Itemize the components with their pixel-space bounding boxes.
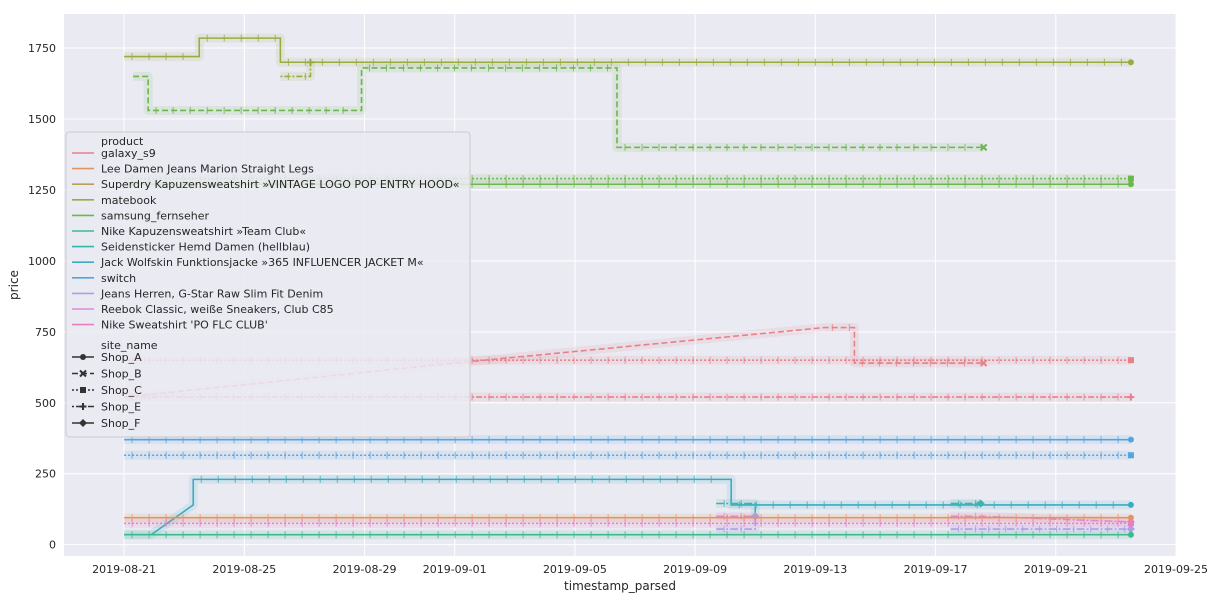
- series-line: [133, 67, 984, 149]
- legend-product-label: Seidensticker Hemd Damen (hellblau): [101, 241, 310, 254]
- series-line: [716, 502, 757, 517]
- legend-site-label: Shop_F: [101, 417, 141, 430]
- x-tick-label: 2019-09-21: [1024, 563, 1088, 576]
- series-nike-sweatshirt-po-flc-club--shop_c: [124, 518, 1134, 528]
- y-tick-label: 500: [35, 397, 56, 410]
- series-switch-shop_a: [124, 435, 1134, 445]
- series-matebook-shop_a: [124, 33, 1134, 67]
- legend-site-label: Shop_B: [101, 368, 142, 381]
- series-marker: [79, 369, 87, 378]
- legend-product-label: Nike Sweatshirt 'PO FLC CLUB': [101, 319, 268, 332]
- series-marker: [1127, 175, 1134, 182]
- y-tick-label: 750: [35, 326, 56, 339]
- series-marker: [79, 403, 87, 410]
- legend-sites: Shop_A Shop_B Shop_C Shop_E Shop_F: [72, 351, 142, 430]
- series-nike-kapuzensweatshirt-team-club--shop_a: [124, 530, 1134, 540]
- legend: product galaxy_s9 Lee Damen Jeans Marion …: [65, 131, 471, 438]
- series-marker: [1127, 452, 1134, 459]
- y-axis-label: price: [7, 270, 21, 300]
- x-tick-labels: 2019-08-21 2019-08-25 2019-08-29 2019-09-01…: [92, 563, 1208, 576]
- x-tick-label: 2019-09-17: [904, 563, 968, 576]
- series-samsung-fernseher-shop_b: [133, 63, 988, 152]
- legend-title-site: site_name: [101, 339, 158, 352]
- series-marker: [1127, 520, 1134, 527]
- series-matebook-shop_e: [280, 58, 315, 81]
- series-marker: [79, 419, 87, 427]
- series-marker: [1127, 436, 1134, 443]
- legend-product-label: Jack Wolfskin Funktionsjacke »365 INFLUE…: [100, 256, 424, 269]
- legend-product-label: Jeans Herren, G-Star Raw Slim Fit Denim: [100, 287, 323, 300]
- series-marker: [1127, 59, 1134, 66]
- series-seidensticker-hemd-damen-hellblau--shop_f2: [950, 499, 985, 509]
- y-tick-label: 1250: [28, 184, 56, 197]
- series-marker: [306, 58, 314, 66]
- x-tick-label: 2019-09-05: [543, 563, 607, 576]
- legend-product-label: matebook: [101, 194, 157, 207]
- legend-box: [65, 131, 471, 438]
- x-tick-label: 2019-09-13: [783, 563, 847, 576]
- y-tick-labels: 0 250 500 750 1000 1250 1500 1750: [28, 42, 56, 552]
- legend-title-product: product: [101, 135, 144, 148]
- series-marker: [80, 354, 86, 360]
- legend-product-label: Reebok Classic, weiße Sneakers, Club C85: [101, 303, 334, 316]
- x-tick-label: 2019-08-29: [333, 563, 397, 576]
- series-line: [124, 37, 1131, 64]
- legend-product-label: Nike Kapuzensweatshirt »Team Club«: [101, 225, 306, 238]
- series-marker: [1127, 514, 1134, 521]
- x-tick-label: 2019-09-25: [1144, 563, 1208, 576]
- legend-products: galaxy_s9 Lee Damen Jeans Marion Straight…: [72, 147, 460, 332]
- series-marker: [1127, 357, 1134, 364]
- series-marker: [1127, 501, 1134, 508]
- legend-site-label: Shop_A: [101, 351, 142, 364]
- x-tick-label: 2019-09-01: [423, 563, 487, 576]
- series-marker: [1127, 531, 1134, 538]
- series-marker: [979, 143, 988, 152]
- series-marker: [1127, 393, 1135, 401]
- legend-site-label: Shop_E: [101, 401, 141, 414]
- x-axis-label: timestamp_parsed: [564, 579, 676, 593]
- series-jeans-herren-g-star-raw-slim-fit-denim-shop_f2: [950, 524, 1135, 534]
- series-switch-shop_c: [124, 450, 1134, 460]
- legend-product-label: switch: [101, 272, 136, 285]
- legend-product-label: samsung_fernseher: [101, 209, 210, 222]
- series-lee-damen-jeans-marion-straight-legs-shop_a: [124, 513, 1134, 523]
- series-marker: [1126, 525, 1135, 534]
- series-line: [280, 62, 312, 78]
- y-tick-label: 0: [49, 539, 56, 552]
- y-tick-label: 1750: [28, 42, 56, 55]
- series-marker: [80, 387, 86, 393]
- series-marker: [1127, 181, 1134, 188]
- x-tick-label: 2019-08-21: [92, 563, 156, 576]
- x-tick-label: 2019-08-25: [212, 563, 276, 576]
- series-line: [950, 515, 1131, 523]
- legend-product-label: galaxy_s9: [101, 147, 156, 160]
- series-line: [716, 516, 757, 530]
- legend-product-label: Superdry Kapuzensweatshirt »VINTAGE LOGO…: [101, 178, 460, 191]
- y-tick-label: 1500: [28, 113, 56, 126]
- legend-site-label: Shop_C: [101, 384, 142, 397]
- y-tick-label: 250: [35, 468, 56, 481]
- x-tick-label: 2019-09-09: [663, 563, 727, 576]
- series-marker: [976, 499, 985, 508]
- y-tick-label: 1000: [28, 255, 56, 268]
- legend-product-label: Lee Damen Jeans Marion Straight Legs: [101, 163, 314, 176]
